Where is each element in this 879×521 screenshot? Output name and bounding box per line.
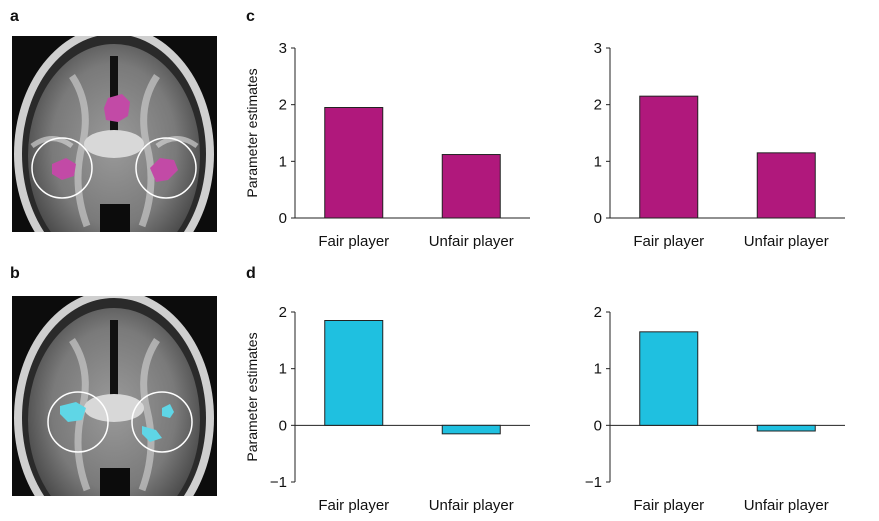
y-tick-label: −1 [270, 474, 287, 491]
x-category-label: Fair player [318, 497, 389, 514]
bar-unfair-player [441, 154, 501, 219]
y-tick-label: 3 [279, 40, 287, 57]
y-tick-label: 1 [279, 361, 287, 378]
y-tick-label: 1 [594, 153, 602, 170]
y-tick-label: −1 [585, 474, 602, 491]
y-tick-label: 2 [279, 304, 287, 321]
y-tick-label: 2 [594, 304, 602, 321]
x-category-label: Unfair player [429, 497, 514, 514]
bar-fair-player [324, 320, 384, 426]
bar-chart-d-right: −1 0 1 2 Fair player Unfair player [585, 304, 845, 514]
panel-letter-b: b [10, 265, 20, 282]
x-category-label: Unfair player [744, 497, 829, 514]
bar-fair-player [639, 331, 699, 426]
y-tick-label: 2 [279, 97, 287, 114]
bar-unfair-player [756, 424, 816, 432]
x-category-label: Unfair player [744, 233, 829, 250]
x-category-label: Fair player [633, 497, 704, 514]
y-tick-label: 3 [594, 40, 602, 57]
panel-letter-c: c [246, 8, 255, 25]
panel-letter-d: d [246, 265, 256, 282]
x-category-label: Unfair player [429, 233, 514, 250]
brain-scan-image-b [12, 296, 217, 496]
y-tick-label: 0 [594, 210, 602, 227]
bar-chart-d-left: −1 0 1 2 Parameter estimates Fair player Unfai… [244, 304, 530, 514]
bar-chart-c-right: 0 1 2 3 Fair player Unfair player [594, 40, 845, 250]
y-tick-label: 1 [594, 361, 602, 378]
y-tick-label: 0 [279, 210, 287, 227]
y-tick-label: 1 [279, 153, 287, 170]
bar-fair-player [324, 107, 384, 219]
x-category-label: Fair player [633, 233, 704, 250]
y-tick-label: 2 [594, 97, 602, 114]
y-axis-label: Parameter estimates [244, 68, 260, 197]
bar-unfair-player [441, 424, 501, 435]
y-axis-label: Parameter estimates [244, 332, 260, 461]
x-category-label: Fair player [318, 233, 389, 250]
brain-scan-image-a [12, 36, 217, 232]
y-tick-label: 0 [279, 417, 287, 434]
y-tick-label: 0 [594, 417, 602, 434]
bar-unfair-player [756, 152, 816, 219]
bar-chart-c-left: 0 1 2 3 Parameter estimates Fair player Unfair… [244, 40, 530, 250]
panel-letter-a: a [10, 8, 19, 25]
bar-fair-player [639, 95, 699, 219]
